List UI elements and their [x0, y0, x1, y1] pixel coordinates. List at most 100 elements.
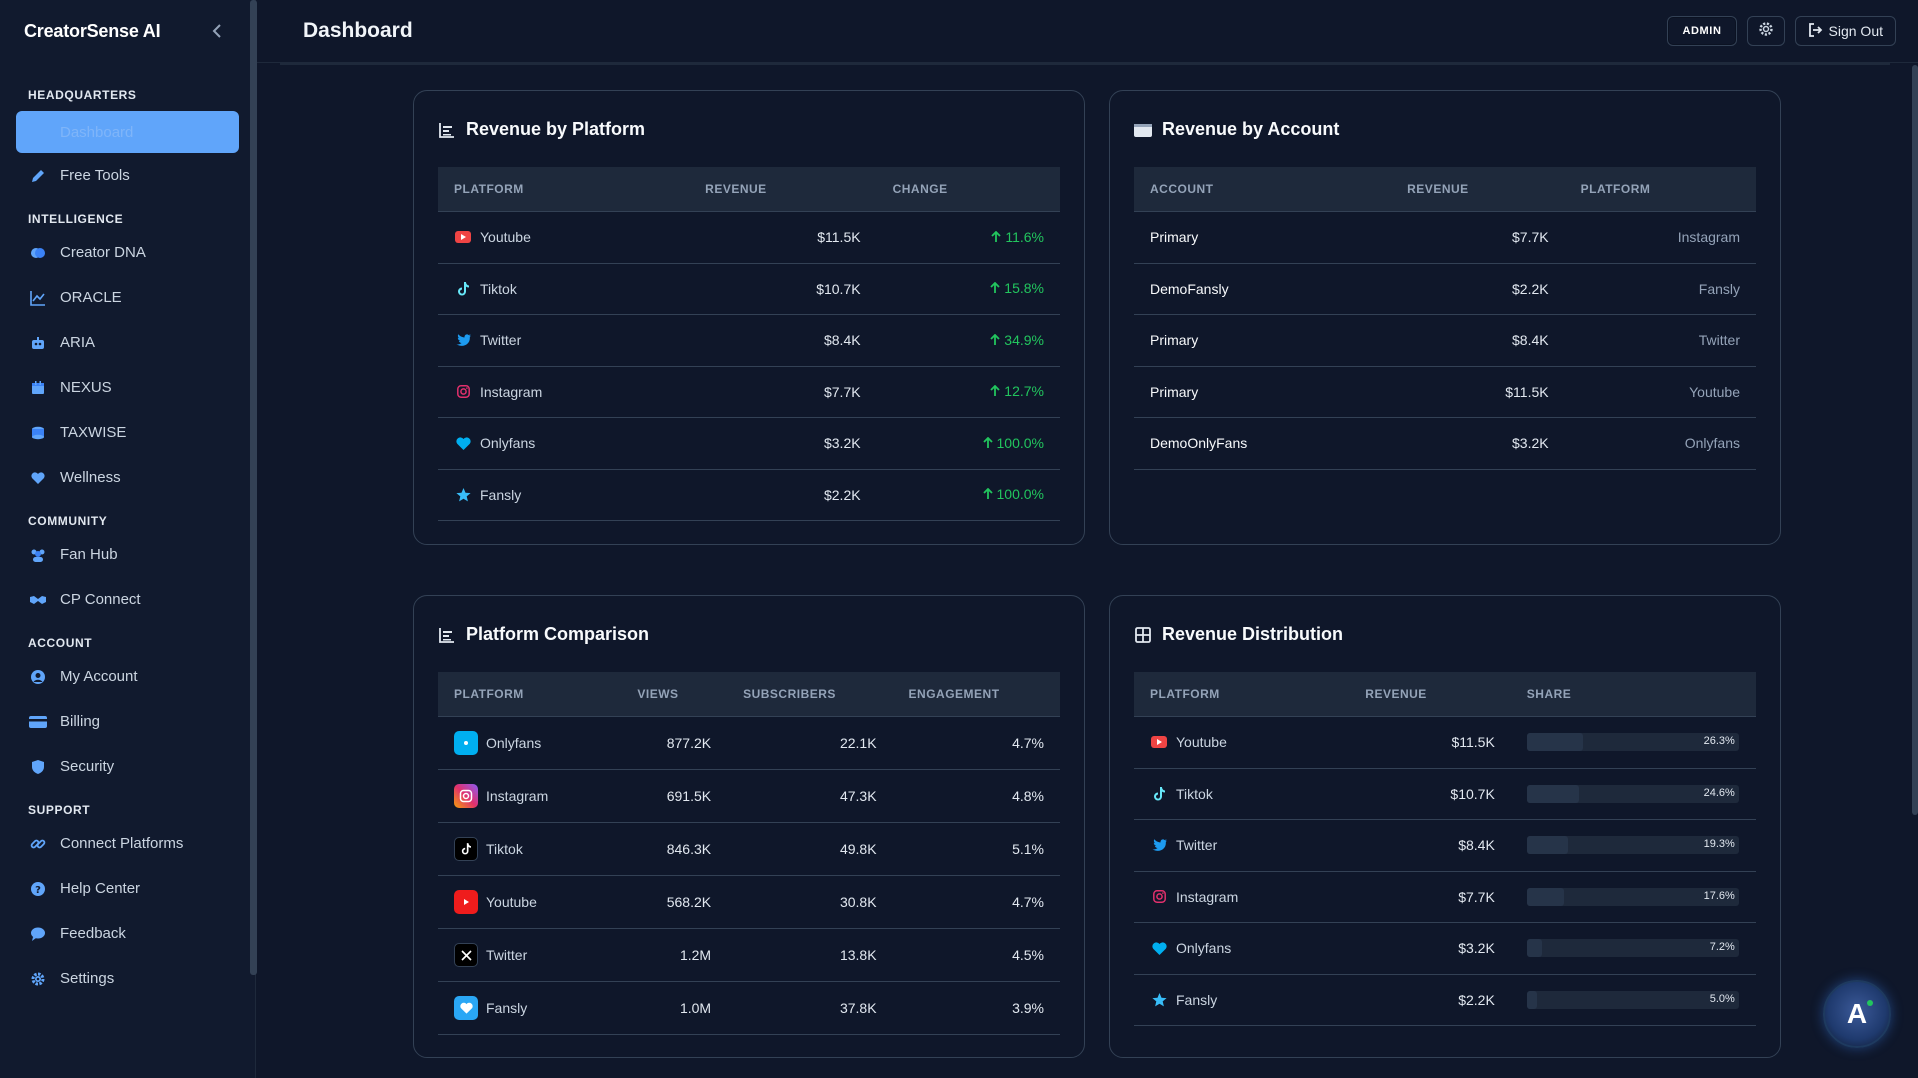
platform-name: Fansly: [1176, 991, 1218, 1008]
column-header: ACCOUNT: [1150, 182, 1214, 196]
share-bar-fill: [1526, 887, 1565, 906]
admin-badge[interactable]: ADMIN: [1667, 16, 1737, 46]
table-row[interactable]: Youtube $11.5K 26.3%: [1134, 717, 1756, 769]
card-title-text: Revenue by Account: [1162, 119, 1340, 139]
share-cell: 7.2%: [1511, 939, 1756, 958]
sidebar-item-aria[interactable]: ARIA: [0, 320, 255, 365]
table-row[interactable]: Youtube $11.5K 11.6%: [438, 212, 1060, 264]
sidebar-item-wellness[interactable]: Wellness: [0, 455, 255, 500]
star-icon: [454, 487, 472, 502]
sidebar-item-free-tools[interactable]: Free Tools: [0, 153, 255, 198]
platform-name: Fansly: [486, 1000, 528, 1016]
share-value: 24.6%: [1703, 786, 1735, 799]
sidebar-item-creator-dna[interactable]: Creator DNA: [0, 230, 255, 275]
sidebar-item-connect-platforms[interactable]: Connect Platforms: [0, 821, 255, 866]
assistant-fab-button[interactable]: A: [1823, 980, 1891, 1048]
arrow-up-icon: [990, 385, 1000, 397]
sidebar-item-nexus[interactable]: NEXUS: [0, 365, 255, 410]
table-row[interactable]: Instagram $7.7K 12.7%: [438, 367, 1060, 418]
revenue-distribution-card: Revenue Distribution PLATFORM REVENUE SH…: [1109, 595, 1781, 1058]
table-row[interactable]: Instagram $7.7K 17.6%: [1134, 872, 1756, 923]
table-row[interactable]: Primary $7.7K Instagram: [1134, 212, 1756, 264]
table-row[interactable]: Primary $11.5K Youtube: [1134, 367, 1756, 418]
platform-name: Tiktok: [480, 280, 517, 297]
table-row[interactable]: Onlyfans $3.2K 100.0%: [438, 418, 1060, 470]
platform-cell: Youtube: [1134, 734, 1349, 750]
table-row[interactable]: Onlyfans 877.2K 22.1K 4.7%: [438, 717, 1060, 770]
settings-button[interactable]: [1746, 16, 1785, 46]
main-scrollbar[interactable]: [1912, 65, 1918, 815]
revenue-by-account-card: Revenue by Account ACCOUNT REVENUE PLATF…: [1109, 90, 1781, 545]
table-row[interactable]: Twitter $8.4K 19.3%: [1134, 820, 1756, 872]
table-row[interactable]: Primary $8.4K Twitter: [1134, 315, 1756, 367]
table-row[interactable]: Twitter $8.4K 34.9%: [438, 315, 1060, 367]
sidebar-item-fan-hub[interactable]: Fan Hub: [0, 532, 255, 577]
platform-cell: Twitter: [1134, 837, 1349, 853]
platform-name: Instagram: [486, 788, 549, 804]
share-cell: 5.0%: [1511, 990, 1756, 1009]
platform-cell: Tiktok: [438, 281, 689, 297]
views-cell: 568.2K: [666, 894, 712, 910]
sidebar-scrollbar[interactable]: [250, 0, 257, 975]
table-row[interactable]: Youtube 568.2K 30.8K 4.7%: [438, 876, 1060, 929]
top-header: Dashboard ADMIN Sign Out: [257, 0, 1918, 63]
collapse-sidebar-icon[interactable]: [207, 21, 227, 41]
change-cell: 100.0%: [877, 486, 1060, 503]
youtube-icon: [1150, 736, 1168, 749]
revenue-cell: $11.5K: [1505, 383, 1549, 400]
platform-name: Twitter: [486, 947, 528, 963]
engagement-cell: 4.8%: [1012, 788, 1044, 804]
brand-logo: CreatorSense AI: [24, 20, 161, 41]
table-row[interactable]: Tiktok 846.3K 49.8K 5.1%: [438, 823, 1060, 876]
views-cell: 877.2K: [666, 735, 712, 751]
table-header: PLATFORM VIEWS SUBSCRIBERS ENGAGEMENT: [438, 672, 1060, 717]
youtube-icon: [454, 231, 472, 244]
sidebar-item-security[interactable]: Security: [0, 744, 255, 789]
column-header: REVENUE: [1365, 687, 1427, 701]
platform-name: Twitter: [1176, 837, 1218, 854]
sidebar-item-dashboard[interactable]: Dashboard: [16, 111, 239, 153]
sidebar-item-taxwise[interactable]: TAXWISE: [0, 410, 255, 455]
online-status-dot: [1867, 1000, 1873, 1006]
sidebar-item-feedback[interactable]: Feedback: [0, 911, 255, 956]
table-row[interactable]: Onlyfans $3.2K 7.2%: [1134, 923, 1756, 975]
table-row[interactable]: DemoFansly $2.2K Fansly: [1134, 264, 1756, 315]
account-cell: Primary: [1150, 383, 1199, 400]
table-header: ACCOUNT REVENUE PLATFORM: [1134, 167, 1756, 212]
arrow-up-icon: [982, 488, 993, 500]
sidebar-item-label: Creator DNA: [60, 244, 146, 261]
sign-out-button[interactable]: Sign Out: [1794, 16, 1896, 46]
sign-out-label: Sign Out: [1828, 23, 1883, 39]
heart-icon: [454, 437, 472, 450]
card-title: Revenue Distribution: [1134, 624, 1343, 645]
column-header: ENGAGEMENT: [908, 687, 1000, 701]
platform-comparison-card: Platform Comparison PLATFORM VIEWS SUBSC…: [413, 595, 1085, 1058]
table-row[interactable]: Fansly $2.2K 5.0%: [1134, 975, 1756, 1026]
x-logo-icon: [454, 943, 478, 967]
table-row[interactable]: Instagram 691.5K 47.3K 4.8%: [438, 770, 1060, 823]
sidebar-item-oracle[interactable]: ORACLE: [0, 275, 255, 320]
platform-cell: Twitter: [438, 943, 621, 967]
sidebar-item-settings[interactable]: Settings: [0, 956, 255, 1001]
chart-line-icon: [28, 288, 48, 308]
sidebar-item-help-center[interactable]: ? Help Center: [0, 866, 255, 911]
sidebar-item-label: Free Tools: [60, 167, 130, 184]
revenue-cell: $2.2K: [1458, 991, 1495, 1008]
sidebar-item-cp-connect[interactable]: CP Connect: [0, 577, 255, 622]
share-value: 7.2%: [1709, 941, 1735, 954]
sidebar-item-my-account[interactable]: My Account: [0, 654, 255, 699]
table-row[interactable]: Tiktok $10.7K 15.8%: [438, 264, 1060, 315]
subscribers-cell: 22.1K: [839, 735, 877, 751]
table-row[interactable]: Fansly $2.2K 100.0%: [438, 470, 1060, 521]
sidebar-item-billing[interactable]: Billing: [0, 699, 255, 744]
platform-name: Instagram: [1176, 888, 1239, 905]
table-row[interactable]: Twitter 1.2M 13.8K 4.5%: [438, 929, 1060, 982]
table-row[interactable]: Tiktok $10.7K 24.6%: [1134, 769, 1756, 820]
platform-cell: Instagram: [1134, 889, 1349, 905]
platform-name: Onlyfans: [486, 735, 542, 751]
instagram-icon: [1150, 890, 1168, 904]
views-cell: 1.2M: [679, 947, 712, 963]
table-row[interactable]: Fansly 1.0M 37.8K 3.9%: [438, 982, 1060, 1035]
engagement-cell: 4.7%: [1012, 735, 1044, 751]
table-row[interactable]: DemoOnlyFans $3.2K Onlyfans: [1134, 418, 1756, 470]
